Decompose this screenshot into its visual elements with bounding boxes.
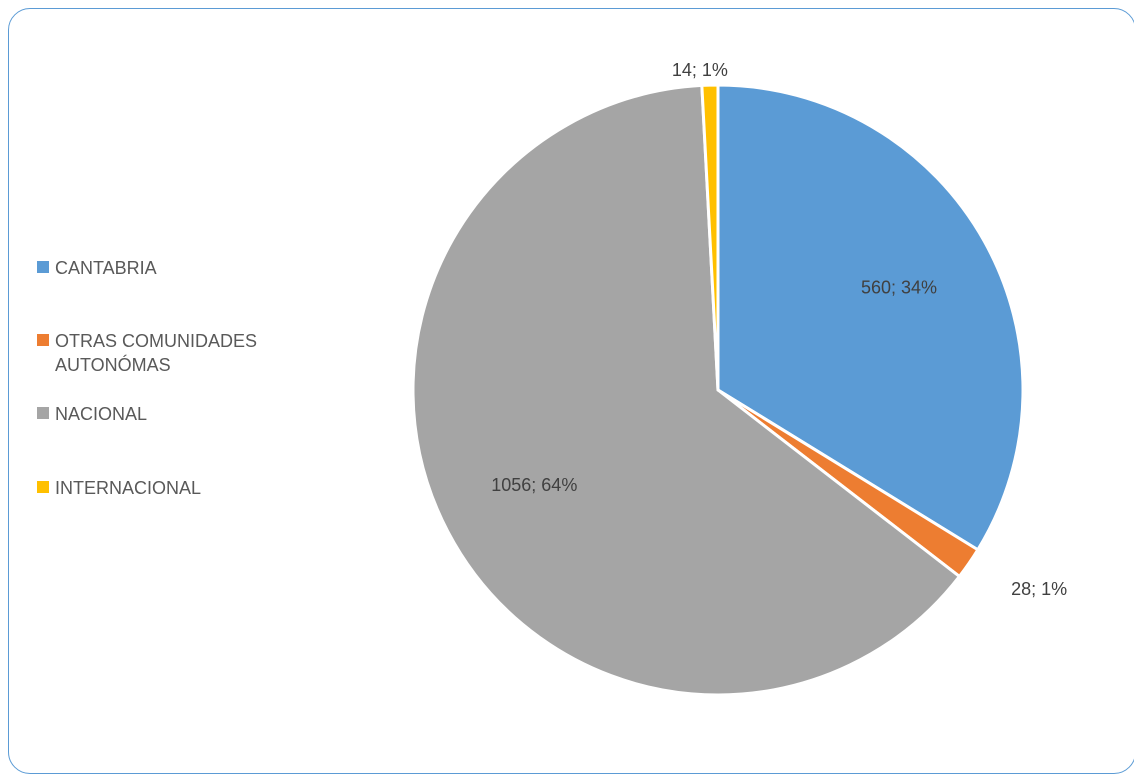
- legend-item-otras-comunidades: OTRAS COMUNIDADES AUTONÓMAS: [37, 329, 285, 377]
- legend-swatch-cantabria: [37, 261, 49, 273]
- legend-swatch-internacional: [37, 481, 49, 493]
- legend-label-nacional: NACIONAL: [55, 402, 315, 426]
- data-label-cantabria: 560; 34%: [861, 278, 937, 298]
- legend-swatch-nacional: [37, 407, 49, 419]
- legend-item-cantabria: CANTABRIA: [37, 256, 315, 280]
- data-label-nacional: 1056; 64%: [491, 475, 577, 495]
- legend-item-internacional: INTERNACIONAL: [37, 476, 315, 500]
- legend-item-nacional: NACIONAL: [37, 402, 315, 426]
- data-label-internacional: 14; 1%: [672, 60, 728, 80]
- legend-label-internacional: INTERNACIONAL: [55, 476, 315, 500]
- data-label-otras-comunidades-auton-mas: 28; 1%: [1011, 579, 1067, 599]
- legend-swatch-otras-comunidades: [37, 334, 49, 346]
- legend-label-cantabria: CANTABRIA: [55, 256, 315, 280]
- pie-slices: [413, 85, 1023, 695]
- legend-label-otras-comunidades: OTRAS COMUNIDADES AUTONÓMAS: [55, 329, 285, 377]
